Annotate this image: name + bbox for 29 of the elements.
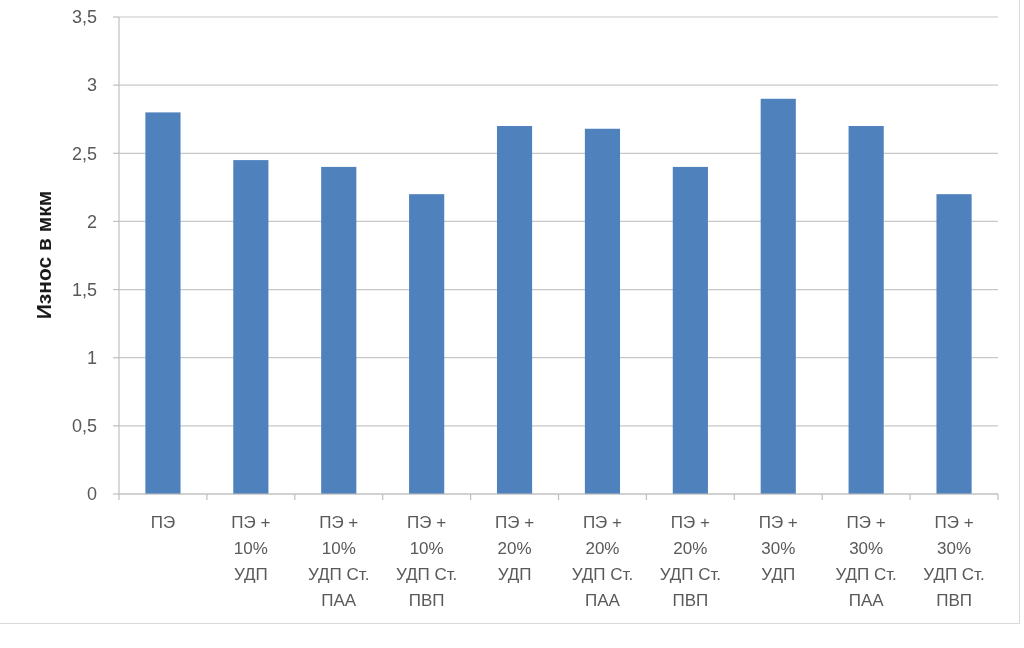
x-tick-label: ПЭ + 10% УДП bbox=[231, 512, 271, 584]
y-tick-label: 0,5 bbox=[71, 416, 97, 437]
bar bbox=[848, 126, 884, 494]
bar bbox=[496, 126, 533, 494]
x-tick-label: ПЭ + 30% УДП bbox=[758, 512, 798, 584]
bar bbox=[584, 128, 621, 494]
x-tick-label: ПЭ + 20% УДП bbox=[495, 512, 535, 584]
bar bbox=[145, 112, 181, 494]
x-tick-label: ПЭ + 30% УДП Ст. ПВП bbox=[923, 512, 985, 610]
bar bbox=[936, 194, 972, 494]
y-tick-label: 3 bbox=[86, 75, 97, 96]
y-tick-label: 2,5 bbox=[71, 143, 97, 164]
bar bbox=[760, 98, 796, 494]
bar bbox=[672, 166, 708, 494]
y-tick-label: 1 bbox=[86, 348, 97, 369]
x-tick-label: ПЭ + 20% УДП Ст. ПВП bbox=[659, 512, 722, 610]
x-tick-label: ПЭ + 20% УДП Ст. ПАА bbox=[571, 512, 634, 610]
y-tick-label: 1,5 bbox=[71, 279, 97, 300]
bar bbox=[233, 160, 269, 494]
y-tick-label: 3,5 bbox=[71, 7, 97, 28]
x-tick-label: ПЭ + 10% УДП Ст. ПАА bbox=[308, 512, 370, 610]
bar bbox=[321, 166, 357, 494]
x-tick-label: ПЭ + 10% УДП Ст. ПВП bbox=[395, 512, 458, 610]
x-tick-label: ПЭ bbox=[150, 512, 176, 532]
y-tick-label: 2 bbox=[86, 211, 97, 232]
x-tick-label: ПЭ + 30% УДП Ст. ПАА bbox=[835, 512, 897, 610]
y-tick-label: 0 bbox=[86, 484, 97, 505]
bar bbox=[409, 194, 445, 494]
y-axis-title: Износ в мкм bbox=[32, 190, 56, 320]
